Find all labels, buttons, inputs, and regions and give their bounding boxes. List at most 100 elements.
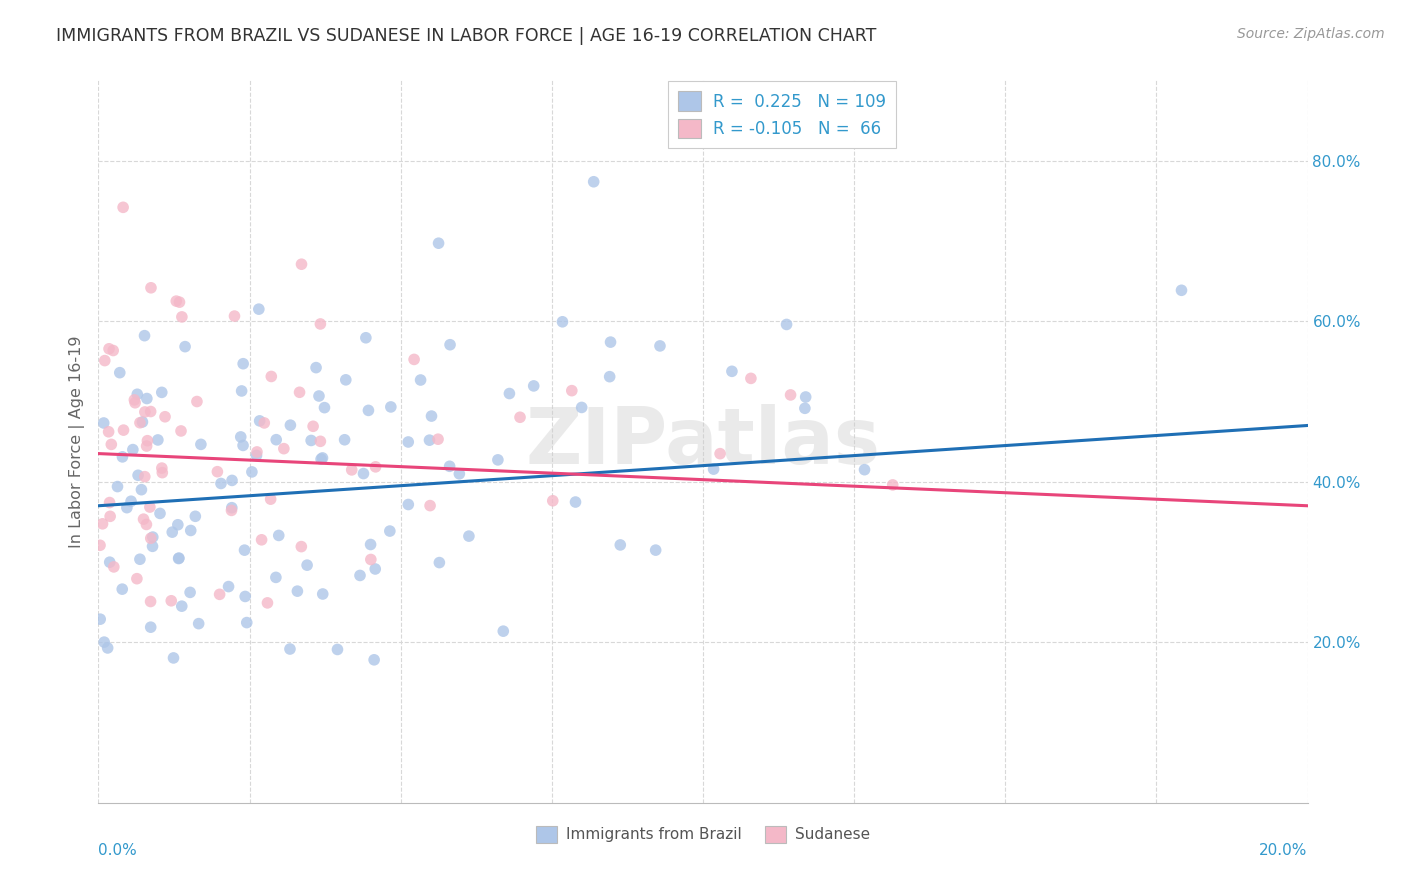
Point bbox=[486, 453, 509, 467]
Point bbox=[740, 371, 762, 385]
Point bbox=[160, 594, 183, 608]
Point bbox=[709, 447, 731, 461]
Point bbox=[419, 499, 441, 513]
Point bbox=[721, 364, 744, 378]
Point bbox=[162, 651, 184, 665]
Point bbox=[184, 509, 207, 524]
Point bbox=[129, 552, 152, 566]
Point bbox=[509, 410, 531, 425]
Point bbox=[396, 498, 419, 512]
Point bbox=[167, 551, 190, 566]
Point bbox=[259, 492, 281, 507]
Point bbox=[648, 339, 671, 353]
Point bbox=[793, 401, 815, 416]
Point bbox=[120, 494, 142, 508]
Point bbox=[98, 342, 121, 356]
Point bbox=[221, 503, 243, 517]
Point bbox=[221, 474, 243, 488]
Point bbox=[142, 530, 165, 544]
Point bbox=[420, 409, 443, 423]
Point bbox=[134, 469, 156, 483]
Point bbox=[129, 416, 152, 430]
Point bbox=[308, 389, 330, 403]
Point bbox=[260, 369, 283, 384]
Point bbox=[97, 640, 120, 655]
Point bbox=[135, 392, 157, 406]
Point bbox=[246, 445, 269, 459]
Point bbox=[340, 463, 363, 477]
Point bbox=[267, 528, 290, 542]
Point bbox=[280, 418, 302, 433]
Point bbox=[409, 373, 432, 387]
Point bbox=[439, 337, 461, 351]
Point bbox=[240, 465, 263, 479]
Point bbox=[264, 570, 287, 584]
Point bbox=[427, 432, 450, 446]
Point bbox=[98, 495, 121, 509]
Point bbox=[287, 584, 309, 599]
Point bbox=[93, 635, 115, 649]
Point bbox=[364, 562, 387, 576]
Point bbox=[127, 468, 149, 483]
Point bbox=[779, 388, 801, 402]
Point bbox=[162, 525, 184, 540]
Point bbox=[89, 538, 111, 552]
Point bbox=[180, 524, 202, 538]
Point bbox=[224, 309, 246, 323]
Point bbox=[333, 433, 356, 447]
Point bbox=[150, 466, 173, 480]
Point bbox=[599, 369, 621, 384]
Point bbox=[312, 587, 335, 601]
Point bbox=[349, 568, 371, 582]
Point bbox=[427, 236, 450, 251]
Point bbox=[561, 384, 583, 398]
Point bbox=[794, 390, 817, 404]
Point bbox=[523, 379, 546, 393]
Point bbox=[250, 533, 273, 547]
Point bbox=[232, 357, 254, 371]
Point bbox=[111, 582, 134, 596]
Point bbox=[127, 387, 149, 401]
Point bbox=[1170, 283, 1192, 297]
Point bbox=[153, 409, 176, 424]
Point bbox=[207, 465, 229, 479]
Point bbox=[131, 483, 153, 497]
Point bbox=[357, 403, 380, 417]
Point bbox=[498, 386, 520, 401]
Point bbox=[218, 580, 240, 594]
Point bbox=[125, 572, 148, 586]
Point bbox=[139, 594, 162, 608]
Point bbox=[134, 328, 156, 343]
Point bbox=[335, 373, 357, 387]
Point bbox=[174, 340, 197, 354]
Point bbox=[396, 434, 419, 449]
Point bbox=[380, 400, 402, 414]
Point bbox=[326, 642, 349, 657]
Point bbox=[169, 295, 191, 310]
Legend: Immigrants from Brazil, Sudanese: Immigrants from Brazil, Sudanese bbox=[530, 820, 876, 849]
Text: 20.0%: 20.0% bbox=[1260, 843, 1308, 857]
Point bbox=[221, 500, 243, 515]
Point bbox=[295, 558, 318, 573]
Point bbox=[103, 560, 125, 574]
Point bbox=[141, 539, 163, 553]
Point bbox=[190, 437, 212, 451]
Point bbox=[134, 405, 156, 419]
Point bbox=[233, 543, 256, 558]
Point bbox=[364, 459, 387, 474]
Point bbox=[170, 599, 193, 614]
Point bbox=[231, 384, 253, 398]
Point bbox=[492, 624, 515, 639]
Point bbox=[439, 459, 461, 474]
Point bbox=[290, 540, 312, 554]
Point bbox=[311, 450, 333, 465]
Point bbox=[309, 434, 332, 449]
Point bbox=[609, 538, 631, 552]
Point bbox=[703, 462, 725, 476]
Point bbox=[112, 423, 135, 437]
Point bbox=[278, 642, 301, 657]
Point bbox=[139, 620, 162, 634]
Point bbox=[288, 385, 311, 400]
Point bbox=[139, 531, 162, 545]
Y-axis label: In Labor Force | Age 16-19: In Labor Force | Age 16-19 bbox=[69, 335, 84, 548]
